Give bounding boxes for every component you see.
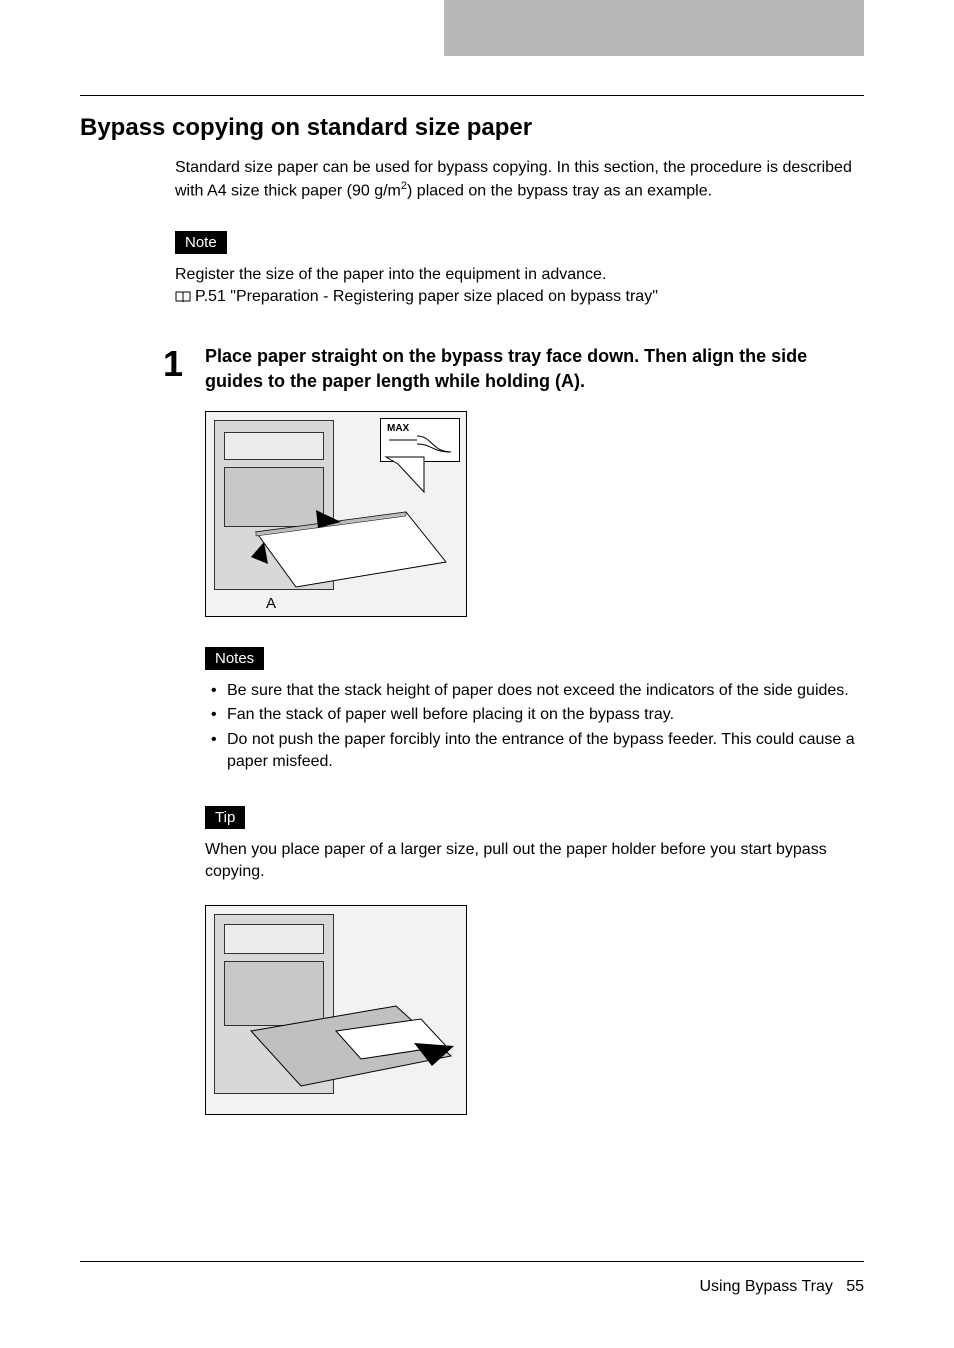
footer-section: Using Bypass Tray: [699, 1278, 832, 1295]
callout-leader: [336, 452, 426, 542]
note-line-1: Register the size of the paper into the …: [175, 264, 864, 286]
figure-2-paper-holder: [205, 905, 467, 1115]
top-rule: [80, 95, 864, 96]
figure-marker-a: A: [266, 595, 276, 612]
step-title: Place paper straight on the bypass tray …: [205, 344, 864, 393]
section-title: Bypass copying on standard size paper: [80, 114, 864, 142]
intro-text-2: ) placed on the bypass tray as an exampl…: [407, 183, 712, 200]
tip-badge: Tip: [205, 806, 245, 829]
step-1-block: 1 Place paper straight on the bypass tra…: [80, 344, 864, 1115]
note-reference-line: P.51 "Preparation - Registering paper si…: [175, 286, 864, 310]
notes-item-2: Fan the stack of paper well before placi…: [205, 704, 864, 726]
book-icon: [175, 288, 191, 310]
notes-badge: Notes: [205, 647, 264, 670]
page-footer: Using Bypass Tray 55: [80, 1261, 864, 1296]
tray2-svg: [246, 1001, 461, 1111]
notes-item-1: Be sure that the stack height of paper d…: [205, 680, 864, 702]
figure-1-printer-tray: MAX A: [205, 411, 467, 617]
note-reference-text: P.51 "Preparation - Registering paper si…: [195, 288, 658, 305]
tip-text: When you place paper of a larger size, p…: [205, 839, 864, 884]
header-gray-bar: [444, 0, 864, 56]
max-label: MAX: [387, 423, 409, 434]
footer-rule: [80, 1261, 864, 1262]
page-content: Bypass copying on standard size paper St…: [80, 95, 864, 1115]
notes-item-3: Do not push the paper forcibly into the …: [205, 729, 864, 774]
step-number: 1: [80, 344, 205, 1115]
intro-paragraph: Standard size paper can be used for bypa…: [175, 156, 864, 203]
footer-page-number: 55: [846, 1278, 864, 1295]
step-content: Place paper straight on the bypass tray …: [205, 344, 864, 1115]
footer-text: Using Bypass Tray 55: [80, 1278, 864, 1296]
notes-list: Be sure that the stack height of paper d…: [205, 680, 864, 774]
note-body: Register the size of the paper into the …: [175, 264, 864, 311]
note-badge: Note: [175, 231, 227, 254]
